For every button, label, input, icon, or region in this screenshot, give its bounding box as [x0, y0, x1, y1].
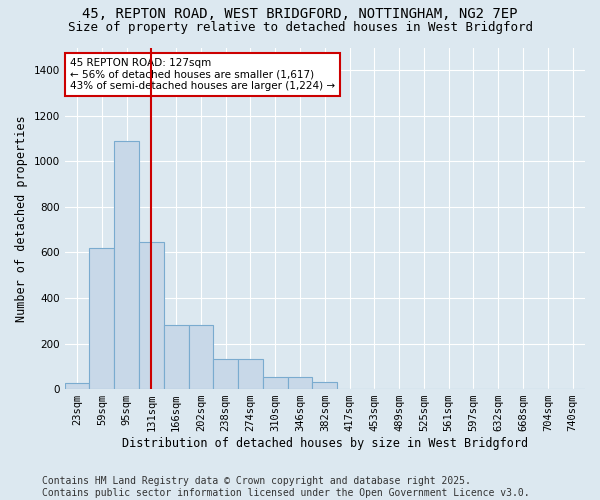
- Bar: [263, 376, 287, 389]
- Text: Size of property relative to detached houses in West Bridgford: Size of property relative to detached ho…: [67, 22, 533, 35]
- Bar: [238, 360, 263, 389]
- Text: 45, REPTON ROAD, WEST BRIDGFORD, NOTTINGHAM, NG2 7EP: 45, REPTON ROAD, WEST BRIDGFORD, NOTTING…: [82, 8, 518, 22]
- Text: 45 REPTON ROAD: 127sqm
← 56% of detached houses are smaller (1,617)
43% of semi-: 45 REPTON ROAD: 127sqm ← 56% of detached…: [70, 58, 335, 91]
- Bar: [164, 326, 188, 389]
- Bar: [139, 242, 164, 389]
- X-axis label: Distribution of detached houses by size in West Bridgford: Distribution of detached houses by size …: [122, 437, 528, 450]
- Bar: [114, 141, 139, 389]
- Text: Contains HM Land Registry data © Crown copyright and database right 2025.
Contai: Contains HM Land Registry data © Crown c…: [42, 476, 530, 498]
- Bar: [188, 326, 214, 389]
- Bar: [313, 382, 337, 389]
- Bar: [65, 384, 89, 389]
- Bar: [89, 248, 114, 389]
- Y-axis label: Number of detached properties: Number of detached properties: [15, 115, 28, 322]
- Bar: [287, 376, 313, 389]
- Bar: [214, 360, 238, 389]
